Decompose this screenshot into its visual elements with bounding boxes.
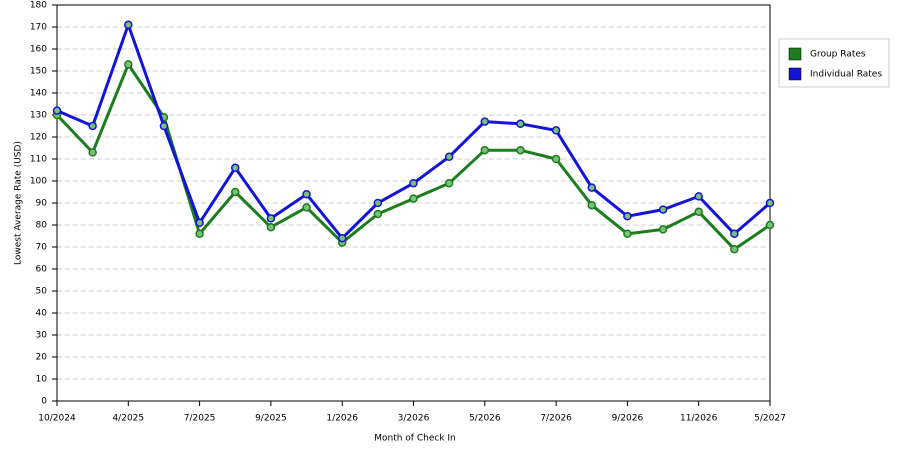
data-point [551, 154, 561, 164]
data-point [444, 178, 454, 188]
y-tick-label: 170 [30, 23, 47, 33]
data-point [266, 214, 276, 223]
y-tick-label: 100 [30, 177, 47, 187]
x-tick-label: 10/2024 [38, 414, 76, 424]
data-point [623, 211, 632, 221]
data-point [587, 183, 596, 192]
y-tick-label: 180 [30, 1, 47, 11]
legend-label: Group Rates [810, 50, 866, 60]
x-tick-label: 9/2026 [612, 414, 644, 424]
data-point [195, 229, 204, 239]
series-line [55, 62, 771, 251]
y-tick-label: 150 [30, 67, 47, 77]
data-point [444, 152, 454, 162]
y-tick-label: 120 [30, 133, 47, 143]
data-point [694, 207, 703, 217]
y-tick-label: 160 [30, 45, 47, 55]
data-point [587, 200, 596, 210]
x-tick-label: 5/2027 [754, 414, 786, 424]
y-tick-label: 10 [36, 375, 48, 385]
data-point [516, 119, 525, 129]
y-tick-label: 20 [36, 353, 48, 363]
data-point [480, 117, 490, 126]
x-tick-label: 4/2025 [112, 414, 144, 424]
y-tick-label: 90 [36, 199, 48, 209]
data-point [124, 60, 133, 69]
data-point [52, 106, 62, 115]
x-tick-label: 1/2026 [326, 414, 358, 424]
data-point [516, 145, 525, 155]
y-tick-label: 30 [36, 331, 48, 341]
y-tick-label: 40 [36, 309, 48, 319]
data-point [730, 229, 739, 239]
data-point [409, 178, 418, 188]
data-point [88, 121, 97, 131]
data-point [337, 233, 347, 243]
data-point [231, 187, 240, 197]
legend: Group Rates Individual Rates [778, 38, 890, 88]
data-point [373, 209, 383, 219]
data-point [765, 220, 775, 230]
data-point [302, 203, 311, 212]
legend-swatch [788, 47, 802, 61]
data-point [409, 194, 418, 203]
data-point [694, 192, 703, 201]
y-tick-label: 110 [30, 155, 47, 165]
x-axis-label: Month of Check In [374, 434, 456, 444]
data-point [266, 222, 276, 232]
data-point [159, 121, 169, 131]
data-point [88, 148, 97, 157]
x-tick-label: 9/2025 [255, 414, 287, 424]
data-point [658, 205, 668, 214]
data-point [480, 145, 490, 155]
y-tick-label: 130 [30, 111, 47, 121]
data-point [551, 126, 561, 135]
y-tick-label: 60 [36, 265, 48, 275]
x-tick-label: 5/2026 [469, 414, 501, 424]
x-tick-label: 3/2026 [398, 414, 430, 424]
x-tick-label: 7/2026 [540, 414, 572, 424]
y-tick-label: 50 [36, 287, 48, 297]
x-tick-label: 7/2025 [184, 414, 216, 424]
data-point [302, 189, 311, 199]
y-tick-label: 0 [41, 397, 47, 407]
y-tick-label: 70 [36, 243, 48, 253]
data-point [195, 218, 204, 228]
legend-label: Individual Rates [810, 70, 882, 80]
data-point [231, 163, 240, 173]
y-tick-label: 140 [30, 89, 47, 99]
data-point [124, 20, 133, 30]
data-point [373, 198, 383, 208]
data-point [658, 225, 668, 234]
y-axis-label: Lowest Average Rate (USD) [14, 141, 24, 265]
data-point [765, 198, 775, 208]
data-point [730, 244, 739, 254]
y-tick-label: 80 [36, 221, 48, 231]
data-point [623, 229, 632, 239]
x-tick-label: 11/2026 [680, 414, 718, 424]
legend-swatch [788, 67, 802, 81]
